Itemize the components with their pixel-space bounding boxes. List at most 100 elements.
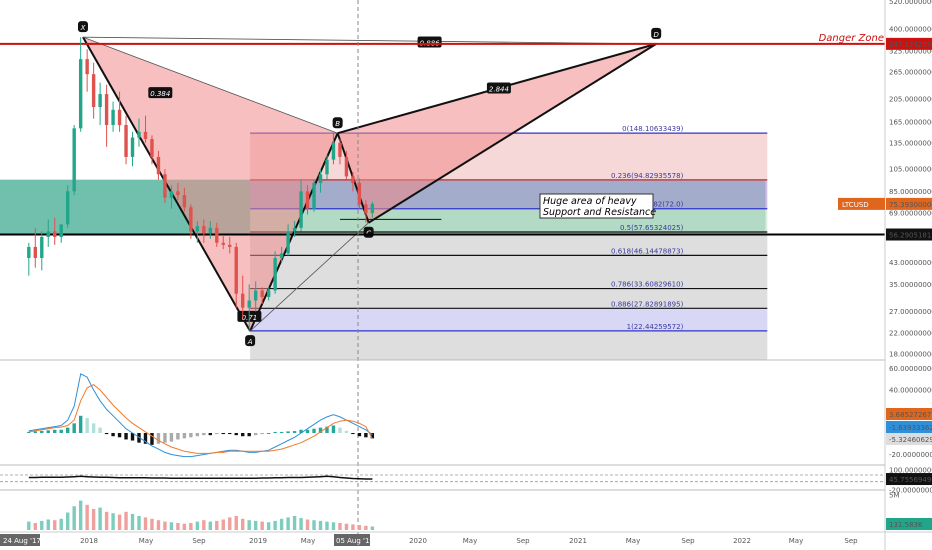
macd-hist-bar [202,433,206,436]
danger-zone-label: Danger Zone [819,33,884,44]
candle-body [189,207,193,232]
time-tick: May [463,537,477,545]
volume-bar [228,517,232,530]
candle-body [111,109,115,126]
volume-bar [208,521,213,530]
volume-bar [66,512,70,530]
macd-hist-bar [292,431,297,433]
macd-tick: 40.00000000 [889,387,932,395]
candle-body [357,183,362,205]
candle-body [40,236,44,258]
macd-hist-bar [156,433,161,444]
time-tag [334,534,370,546]
price-tick: 69.00000000 [889,210,932,218]
macd-hist-bar [228,433,232,435]
volume-bar [124,511,128,530]
price-tick: 135.00000000 [889,139,932,147]
macd-signal-label: -5.32460629 [889,436,932,444]
volume-bar [156,520,161,530]
volume-bar [273,520,277,530]
price-tick: 43.00000000 [889,259,932,267]
time-tick: May [626,537,640,545]
candle-body [59,224,63,237]
macd-hist-bar [247,433,251,437]
macd-hist-bar [318,427,323,433]
fib-band [250,288,768,309]
macd-hist-bar [182,433,187,439]
time-tick: 2020 [409,537,427,545]
price-tick: 520.00000000 [889,0,932,6]
candle-body [104,94,109,126]
macd-hist-bar [312,428,316,433]
fib-label: 0.236(94.82935578) [611,172,684,180]
candle-body [305,191,310,209]
time-tick: 2021 [569,537,587,545]
candle-body [279,253,284,258]
fib-label: 0(148.10633439) [622,125,683,133]
volume-bar [53,520,57,530]
fib-label: 0.5(57.65324025) [620,224,684,232]
candle-body [221,242,225,245]
macd-hist-bar [331,425,336,433]
macd-hist-bar [130,433,135,441]
fib-band [250,179,768,209]
macd-hist-bar [143,433,148,444]
candle-body [338,142,342,157]
current-price-label: 75.39300000 [889,201,932,209]
candle-body [137,131,141,138]
candle-body [312,183,316,209]
price-tick: 35.00000000 [889,281,932,289]
macd-hist-bar [124,433,128,440]
time-tag [0,534,40,546]
point-badge [245,335,256,347]
volume-bar [143,517,148,530]
time-tick: 2019 [249,537,267,545]
candle-body [143,131,148,140]
candle-body [364,204,368,214]
volume-bar [351,524,355,530]
volume-bar [195,521,200,530]
candle-body [253,290,258,301]
volume-value-label: 131.583K [889,521,923,529]
volume-bar [78,500,83,530]
macd-hist-bar [370,433,375,439]
volume-bar [72,506,76,530]
volume-bar [260,521,264,530]
volume-bar [85,504,89,530]
candle-body [202,226,206,234]
macd-hist-bar [279,431,284,433]
candle-body [344,156,349,177]
candle-body [156,156,161,175]
volume-bar [189,523,193,530]
rsi-value-label-tag [886,473,932,486]
volume-bar [182,523,187,530]
symbol-tag [838,197,885,210]
volume-bar [253,520,258,530]
volume-bar [325,521,329,530]
time-tick: Sep [192,537,206,545]
time-tick: 2018 [80,537,98,545]
fib-label: 0.786(33.60829610) [611,281,684,289]
fib-band [250,133,768,180]
macd-tick: 60.00000000 [889,365,932,373]
candle-body [247,300,251,308]
macd-line [28,373,373,458]
candle-body [182,195,187,208]
price-tick: 205.00000000 [889,96,932,104]
time-tick: Sep [844,537,858,545]
macd-hist-bar [72,423,76,433]
macd-hist-bar [325,426,329,433]
macd-hist-bar [163,433,167,443]
macd-hist-bar [78,415,83,433]
time-tick: Sep [516,537,530,545]
candle-body [46,231,50,237]
candle-body [163,174,167,198]
macd-hist-bar [104,433,109,435]
candle-body [53,231,57,237]
macd-hist-bar [66,427,70,433]
candle-body [124,125,128,157]
macd-hist-bar [189,433,193,438]
macd-hist-bar [351,433,355,435]
current-price-label-tag [886,197,932,210]
